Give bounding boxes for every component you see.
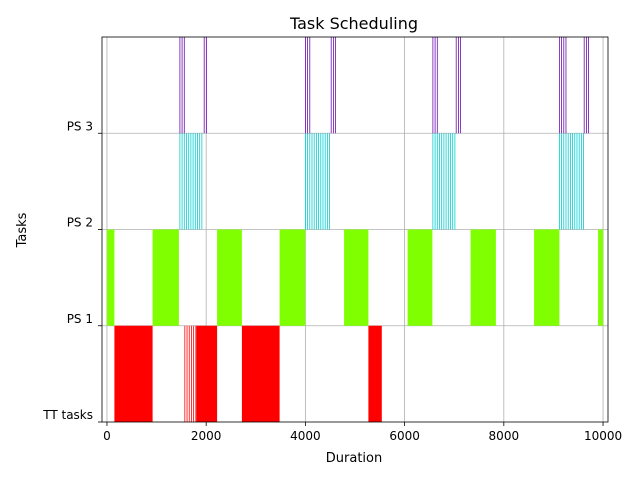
task-segment xyxy=(455,37,462,134)
y-tick-label: TT tasks xyxy=(42,408,93,422)
task-segment xyxy=(558,37,567,134)
task-segment xyxy=(196,325,218,422)
x-tick-label: 0 xyxy=(103,429,111,443)
y-tick-label: PS 3 xyxy=(67,119,93,133)
task-segment xyxy=(179,37,185,134)
task-segment xyxy=(241,325,280,422)
row-ps-1 xyxy=(106,229,604,326)
y-axis-label: Tasks xyxy=(15,212,30,248)
task-segment xyxy=(534,229,560,326)
row-tt-tasks xyxy=(114,325,382,422)
chart-title: Task Scheduling xyxy=(289,14,418,33)
task-segment xyxy=(407,229,433,326)
y-tick-label: PS 2 xyxy=(67,216,93,230)
row-ps-3 xyxy=(179,37,589,134)
task-segment xyxy=(184,325,197,422)
y-tick-label: PS 1 xyxy=(67,312,93,326)
task-segment xyxy=(279,229,306,326)
task-segment xyxy=(106,229,115,326)
task-segment xyxy=(330,37,336,134)
task-segment xyxy=(344,229,369,326)
task-segment xyxy=(304,37,311,134)
x-tick-label: 8000 xyxy=(489,429,520,443)
task-segment xyxy=(152,229,179,326)
task-segment xyxy=(558,133,584,230)
task-segment xyxy=(304,133,330,230)
x-tick-label: 6000 xyxy=(389,429,420,443)
task-segment xyxy=(179,133,203,230)
task-segment xyxy=(583,37,589,134)
task-segment xyxy=(203,37,207,134)
task-segment xyxy=(598,229,604,326)
axes: TT tasks PS 1 PS 2 PS 3 0 2000 4000 6000 8000 100… xyxy=(42,36,622,443)
task-segment xyxy=(470,229,496,326)
x-tick-label: 2000 xyxy=(191,429,222,443)
x-tick-label: 4000 xyxy=(290,429,321,443)
task-segment xyxy=(432,37,438,134)
task-segment xyxy=(432,133,456,230)
task-segment xyxy=(217,229,242,326)
task-bars xyxy=(106,37,604,422)
plot-frame xyxy=(101,36,609,423)
task-segment xyxy=(368,325,382,422)
row-ps-2 xyxy=(179,133,584,230)
task-segment xyxy=(114,325,153,422)
x-axis-label: Duration xyxy=(326,451,382,466)
x-tick-label: 10000 xyxy=(584,429,622,443)
